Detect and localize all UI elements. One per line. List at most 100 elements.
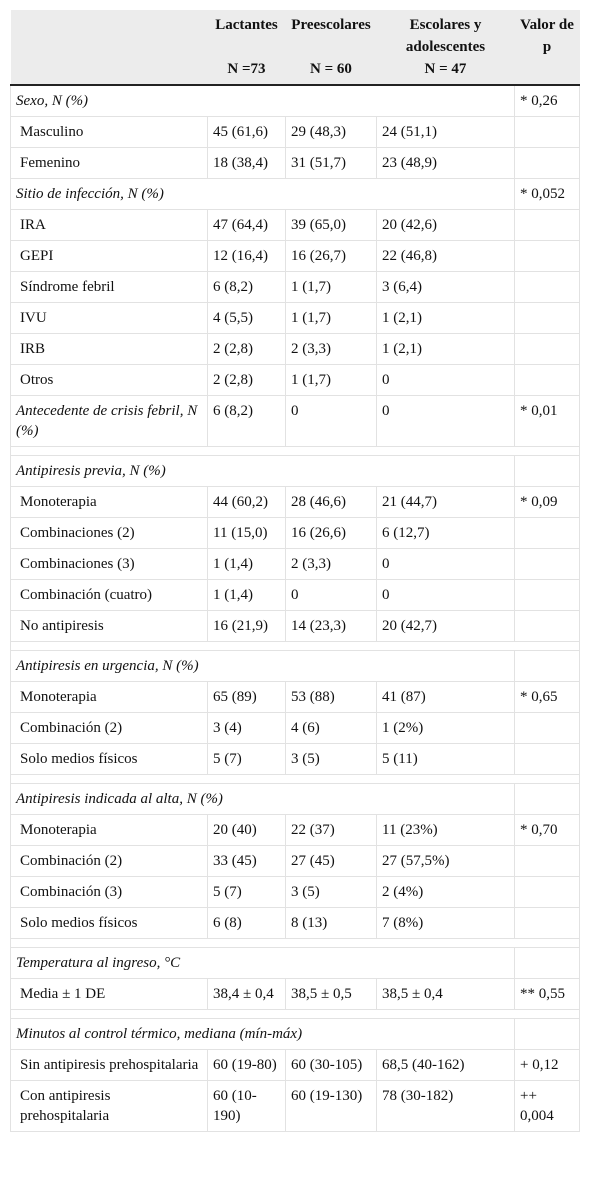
data-row: Combinaciones (2) 11 (15,0) 16 (26,6) 6 (12…	[10, 517, 580, 549]
cell-value: 1 (2%)	[376, 712, 515, 744]
empty-cell	[514, 364, 580, 396]
data-table: Lactantes N =73 Preescolares N = 60 Escolare…	[10, 10, 580, 1132]
header-row: Lactantes N =73 Preescolares N = 60 Escolare…	[10, 10, 580, 86]
cell-value: 0	[285, 579, 377, 611]
row-label: Con antipiresis prehospitalaria	[10, 1080, 208, 1132]
cell-value: 60 (30-105)	[285, 1049, 377, 1081]
cell-value: 3 (5)	[285, 743, 377, 775]
row-label: Otros	[10, 364, 208, 396]
p-value: + 0,12	[514, 1049, 580, 1081]
cell-value: 28 (46,6)	[285, 486, 377, 518]
section-title: Sitio de infección, N (%)	[10, 178, 515, 210]
cell-value: 65 (89)	[207, 681, 286, 713]
p-value: * 0,01	[514, 395, 580, 447]
section-row: Sexo, N (%) * 0,26	[10, 84, 580, 117]
spacer-cell	[10, 774, 580, 784]
cell-value: 38,5 ± 0,4	[376, 978, 515, 1010]
row-label: IRA	[10, 209, 208, 241]
row-label: Solo medios físicos	[10, 743, 208, 775]
cell-value: 23 (48,9)	[376, 147, 515, 179]
section-row: Minutos al control térmico, mediana (mín…	[10, 1018, 580, 1050]
cell-value: 33 (45)	[207, 845, 286, 877]
row-label: Síndrome febril	[10, 271, 208, 303]
cell-value: 6 (12,7)	[376, 517, 515, 549]
cell-value: 2 (2,8)	[207, 364, 286, 396]
column-label: Preescolares	[291, 17, 371, 33]
cell-value: 16 (21,9)	[207, 610, 286, 642]
data-row: IRB 2 (2,8) 2 (3,3) 1 (2,1)	[10, 333, 580, 365]
data-row: Combinación (2) 3 (4) 4 (6) 1 (2%)	[10, 712, 580, 744]
spacer-row	[10, 774, 580, 784]
cell-value: 4 (5,5)	[207, 302, 286, 334]
data-row: Monoterapia 65 (89) 53 (88) 41 (87) * 0,65	[10, 681, 580, 713]
cell-value: 2 (2,8)	[207, 333, 286, 365]
cell-value: 20 (40)	[207, 814, 286, 846]
empty-cell	[514, 610, 580, 642]
cell-value: 0	[376, 579, 515, 611]
section-title: Temperatura al ingreso, °C	[10, 947, 515, 979]
data-row: IRA 47 (64,4) 39 (65,0) 20 (42,6)	[10, 209, 580, 241]
cell-value: 11 (15,0)	[207, 517, 286, 549]
spacer-cell	[10, 641, 580, 651]
cell-value: 3 (4)	[207, 712, 286, 744]
empty-cell	[514, 712, 580, 744]
cell-value: 38,5 ± 0,5	[285, 978, 377, 1010]
cell-value: 22 (46,8)	[376, 240, 515, 272]
cell-value: 53 (88)	[285, 681, 377, 713]
table-header: Lactantes N =73 Preescolares N = 60 Escolare…	[10, 10, 580, 86]
cell-value: 38,4 ± 0,4	[207, 978, 286, 1010]
cell-value: 20 (42,6)	[376, 209, 515, 241]
row-label: Monoterapia	[10, 486, 208, 518]
section-title: Antecedente de crisis febril, N (%)	[10, 395, 208, 447]
cell-value: 12 (16,4)	[207, 240, 286, 272]
empty-cell	[514, 1018, 580, 1050]
row-label: Solo medios físicos	[10, 907, 208, 939]
column-label: Valor de p	[520, 17, 574, 55]
cell-value: 27 (45)	[285, 845, 377, 877]
cell-value: 47 (64,4)	[207, 209, 286, 241]
section-row: Antipiresis previa, N (%)	[10, 455, 580, 487]
data-row: Sin antipiresis prehospitalaria 60 (19-80…	[10, 1049, 580, 1081]
cell-value: 1 (1,7)	[285, 364, 377, 396]
row-label: Combinación (3)	[10, 876, 208, 908]
cell-value: 0	[376, 395, 515, 447]
p-value: ** 0,55	[514, 978, 580, 1010]
header-cell	[10, 10, 208, 86]
data-row: Media ± 1 DE 38,4 ± 0,4 38,5 ± 0,5 38,5 ± 0…	[10, 978, 580, 1010]
section-row: Antipiresis indicada al alta, N (%)	[10, 783, 580, 815]
p-value: * 0,052	[514, 178, 580, 210]
data-row: Síndrome febril 6 (8,2) 1 (1,7) 3 (6,4)	[10, 271, 580, 303]
row-label: Combinación (2)	[10, 712, 208, 744]
cell-value: 21 (44,7)	[376, 486, 515, 518]
cell-value: 6 (8)	[207, 907, 286, 939]
empty-cell	[514, 907, 580, 939]
data-row: Monoterapia 20 (40) 22 (37) 11 (23%) * 0,70	[10, 814, 580, 846]
cell-value: 60 (19-130)	[285, 1080, 377, 1132]
cell-value: 29 (48,3)	[285, 116, 377, 148]
data-row: Solo medios físicos 5 (7) 3 (5) 5 (11)	[10, 743, 580, 775]
cell-value: 2 (3,3)	[285, 548, 377, 580]
empty-cell	[514, 548, 580, 580]
cell-value: 18 (38,4)	[207, 147, 286, 179]
row-label: Sin antipiresis prehospitalaria	[10, 1049, 208, 1081]
cell-value: 41 (87)	[376, 681, 515, 713]
section-row: Sitio de infección, N (%) * 0,052	[10, 178, 580, 210]
data-row: Combinación (cuatro) 1 (1,4) 0 0	[10, 579, 580, 611]
section-title: Antipiresis indicada al alta, N (%)	[10, 783, 515, 815]
section-title: Antipiresis en urgencia, N (%)	[10, 650, 515, 682]
column-label: Lactantes	[215, 17, 278, 33]
cell-value: 1 (2,1)	[376, 302, 515, 334]
p-value: * 0,09	[514, 486, 580, 518]
empty-cell	[514, 650, 580, 682]
cell-value: 27 (57,5%)	[376, 845, 515, 877]
cell-value: 1 (1,7)	[285, 302, 377, 334]
empty-cell	[514, 947, 580, 979]
p-value: * 0,70	[514, 814, 580, 846]
cell-value: 1 (2,1)	[376, 333, 515, 365]
column-n: N =73	[227, 61, 266, 77]
cell-value: 16 (26,6)	[285, 517, 377, 549]
empty-cell	[514, 845, 580, 877]
row-label: Combinación (cuatro)	[10, 579, 208, 611]
table-body: Sexo, N (%) * 0,26 Masculino 45 (61,6) 29 (4…	[10, 84, 580, 1132]
